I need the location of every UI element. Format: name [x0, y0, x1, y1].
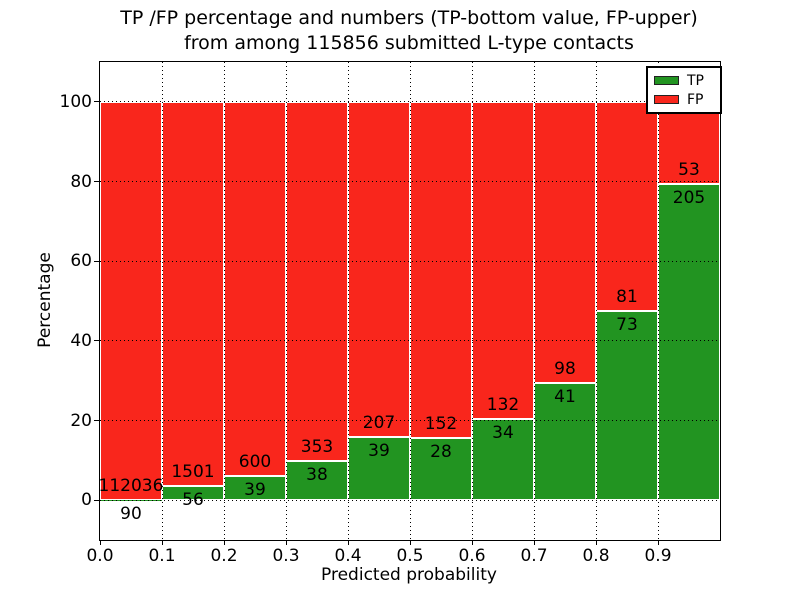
bar-tp-segment [348, 437, 410, 501]
y-tick-label: 20 [70, 410, 92, 431]
x-gridline [161, 62, 163, 540]
bar-tp-segment [224, 475, 286, 501]
x-tick-label: 0.6 [458, 546, 486, 566]
legend-swatch-fp [654, 95, 679, 104]
y-tick-mark [94, 260, 99, 262]
fp-count-label: 152 [424, 414, 458, 435]
x-tick-label: 0.2 [210, 546, 238, 566]
bar-fp-segment [534, 101, 596, 383]
y-tick-label: 0 [81, 490, 92, 511]
x-tick-mark [658, 540, 659, 545]
x-tick-label: 0.3 [272, 546, 300, 566]
x-gridline [285, 62, 287, 540]
x-gridline [595, 62, 597, 540]
y-tick-label: 80 [70, 171, 92, 192]
fp-count-label: 112036 [98, 475, 164, 496]
chart-title-line2: from among 115856 submitted L-type conta… [184, 32, 634, 54]
fp-count-label: 53 [678, 159, 700, 180]
x-tick-label: 0.7 [520, 546, 548, 566]
legend-swatch-tp [654, 76, 679, 85]
fp-count-label: 98 [554, 358, 576, 379]
tp-count-label: 73 [616, 315, 638, 336]
x-gridline [223, 62, 225, 540]
bar-tp-segment [534, 382, 596, 501]
fp-count-label: 207 [362, 413, 396, 434]
tp-count-label: 28 [430, 442, 452, 463]
x-tick-mark [286, 540, 287, 545]
x-tick-mark [348, 540, 349, 545]
bar-tp-segment [658, 183, 720, 501]
y-tick-mark [94, 499, 99, 501]
x-gridline [657, 62, 659, 540]
legend-label: TP [687, 72, 704, 89]
bar-tp-segment [410, 438, 472, 501]
legend-item-tp: TP [654, 73, 720, 88]
x-tick-mark [224, 540, 225, 545]
bar-fp-segment [100, 101, 162, 500]
y-tick-mark [94, 420, 99, 421]
tp-count-label: 38 [306, 465, 328, 486]
x-gridline [533, 62, 535, 540]
x-axis-label: Predicted probability [321, 565, 497, 585]
x-gridline [409, 62, 411, 540]
y-gridline [100, 420, 720, 421]
y-tick-mark [94, 181, 99, 182]
x-tick-label: 0.5 [396, 546, 424, 566]
tp-count-label: 41 [554, 386, 576, 407]
tp-count-label: 205 [672, 187, 706, 208]
x-tick-label: 0.1 [148, 546, 176, 566]
fp-count-label: 1501 [171, 461, 215, 482]
bar-tp-segment [596, 311, 658, 501]
y-gridline [100, 260, 720, 262]
y-gridline [100, 499, 720, 501]
bar-tp-segment [286, 461, 348, 501]
tp-count-label: 90 [120, 503, 142, 524]
bar-fp-segment [286, 101, 348, 462]
y-gridline [100, 340, 720, 342]
y-tick-label: 40 [70, 330, 92, 351]
y-tick-mark [94, 340, 99, 342]
fp-count-label: 353 [300, 437, 334, 458]
bar-fp-segment [410, 101, 472, 439]
fp-count-label: 600 [238, 451, 272, 472]
x-tick-label: 0.9 [644, 546, 672, 566]
bar-fp-segment [162, 101, 224, 486]
x-tick-label: 0.4 [334, 546, 362, 566]
x-tick-mark [100, 540, 101, 545]
tp-count-label: 39 [244, 479, 266, 500]
x-tick-mark [162, 540, 163, 545]
legend-item-fp: FP [654, 92, 720, 107]
y-gridline [100, 101, 720, 103]
bar-fp-segment [348, 101, 410, 437]
tp-count-label: 39 [368, 441, 390, 462]
tp-count-label: 34 [492, 422, 514, 443]
legend: TP FP [646, 66, 722, 114]
y-tick-label: 60 [70, 251, 92, 272]
x-gridline [347, 62, 349, 540]
fp-count-label: 81 [616, 287, 638, 308]
x-tick-mark [410, 540, 411, 545]
x-tick-mark [596, 540, 597, 545]
chart-title-line1: TP /FP percentage and numbers (TP-bottom… [120, 7, 698, 29]
x-tick-mark [534, 540, 535, 545]
legend-label: FP [687, 91, 704, 108]
plot-area: 112036 90 1501 56 600 39 353 38 207 39 152 28 132 34 9… [60, 61, 722, 566]
x-gridline [471, 62, 473, 540]
y-tick-mark [94, 101, 99, 103]
y-gridline [100, 181, 720, 182]
tp-count-label: 56 [182, 489, 204, 510]
x-tick-mark [472, 540, 473, 545]
chart-title: TP /FP percentage and numbers (TP-bottom… [99, 6, 719, 56]
y-tick-label: 100 [59, 91, 92, 112]
fp-count-label: 132 [486, 394, 520, 415]
x-tick-label: 0.8 [582, 546, 610, 566]
x-tick-label: 0.0 [86, 546, 114, 566]
